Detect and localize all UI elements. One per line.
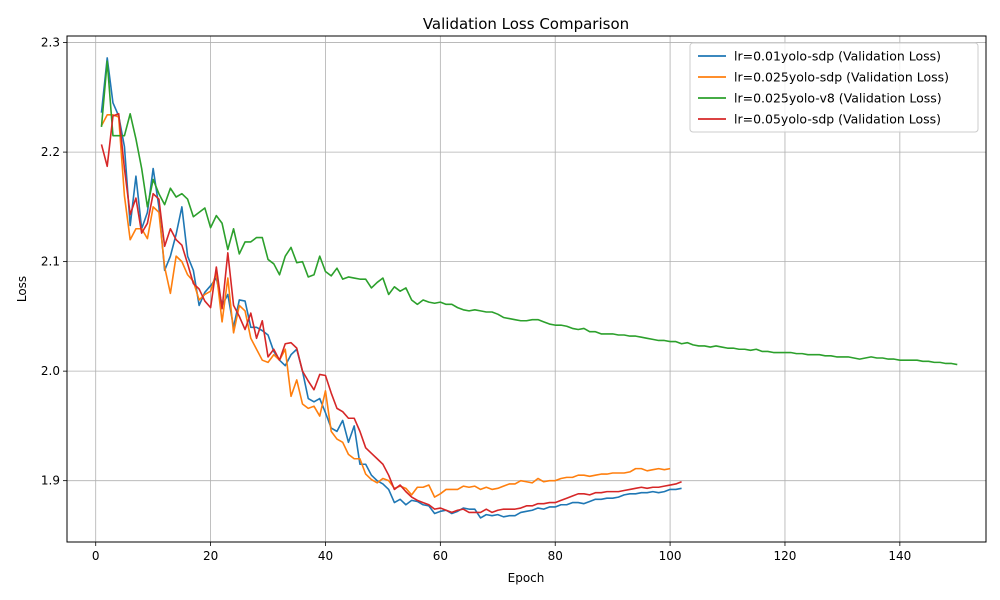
series-line-3 [100, 60, 958, 366]
series-line-1 [100, 57, 682, 519]
legend-label-1: lr=0.01yolo-sdp (Validation Loss) [734, 49, 941, 64]
y-tick-label: 2.1 [41, 255, 60, 269]
plot-frame [66, 35, 987, 543]
legend-box [689, 42, 979, 133]
x-axis-label: Epoch [508, 571, 545, 585]
y-axis-label: Loss [15, 276, 29, 302]
series-layer [100, 57, 958, 519]
x-tick-label: 120 [774, 549, 797, 563]
x-tick-label: 140 [888, 549, 911, 563]
x-tick-label: 100 [659, 549, 682, 563]
x-tick-label: 0 [92, 549, 100, 563]
x-tick-label: 40 [318, 549, 333, 563]
y-tick-label: 1.9 [41, 474, 60, 488]
x-tick-label: 60 [433, 549, 448, 563]
y-tick-label: 2.2 [41, 145, 60, 159]
y-tick-label: 2.3 [41, 36, 60, 50]
legend-label-4: lr=0.05yolo-sdp (Validation Loss) [734, 112, 941, 127]
y-tick-label: 2.0 [41, 364, 60, 378]
x-tick-label: 20 [203, 549, 218, 563]
legend-label-2: lr=0.025yolo-sdp (Validation Loss) [734, 70, 949, 85]
series-line-4 [100, 112, 682, 514]
series-line-2 [100, 114, 671, 498]
axis-ticks: 0 20 40 60 80 100 120 140 1.9 2.0 2.1 2.2 2.3 [41, 36, 911, 563]
chart-title: Validation Loss Comparison [423, 15, 629, 33]
legend: lr=0.01yolo-sdp (Validation Loss) lr=0.02… [689, 42, 979, 133]
legend-label-3: lr=0.025yolo-v8 (Validation Loss) [734, 91, 942, 106]
x-tick-label: 80 [548, 549, 563, 563]
